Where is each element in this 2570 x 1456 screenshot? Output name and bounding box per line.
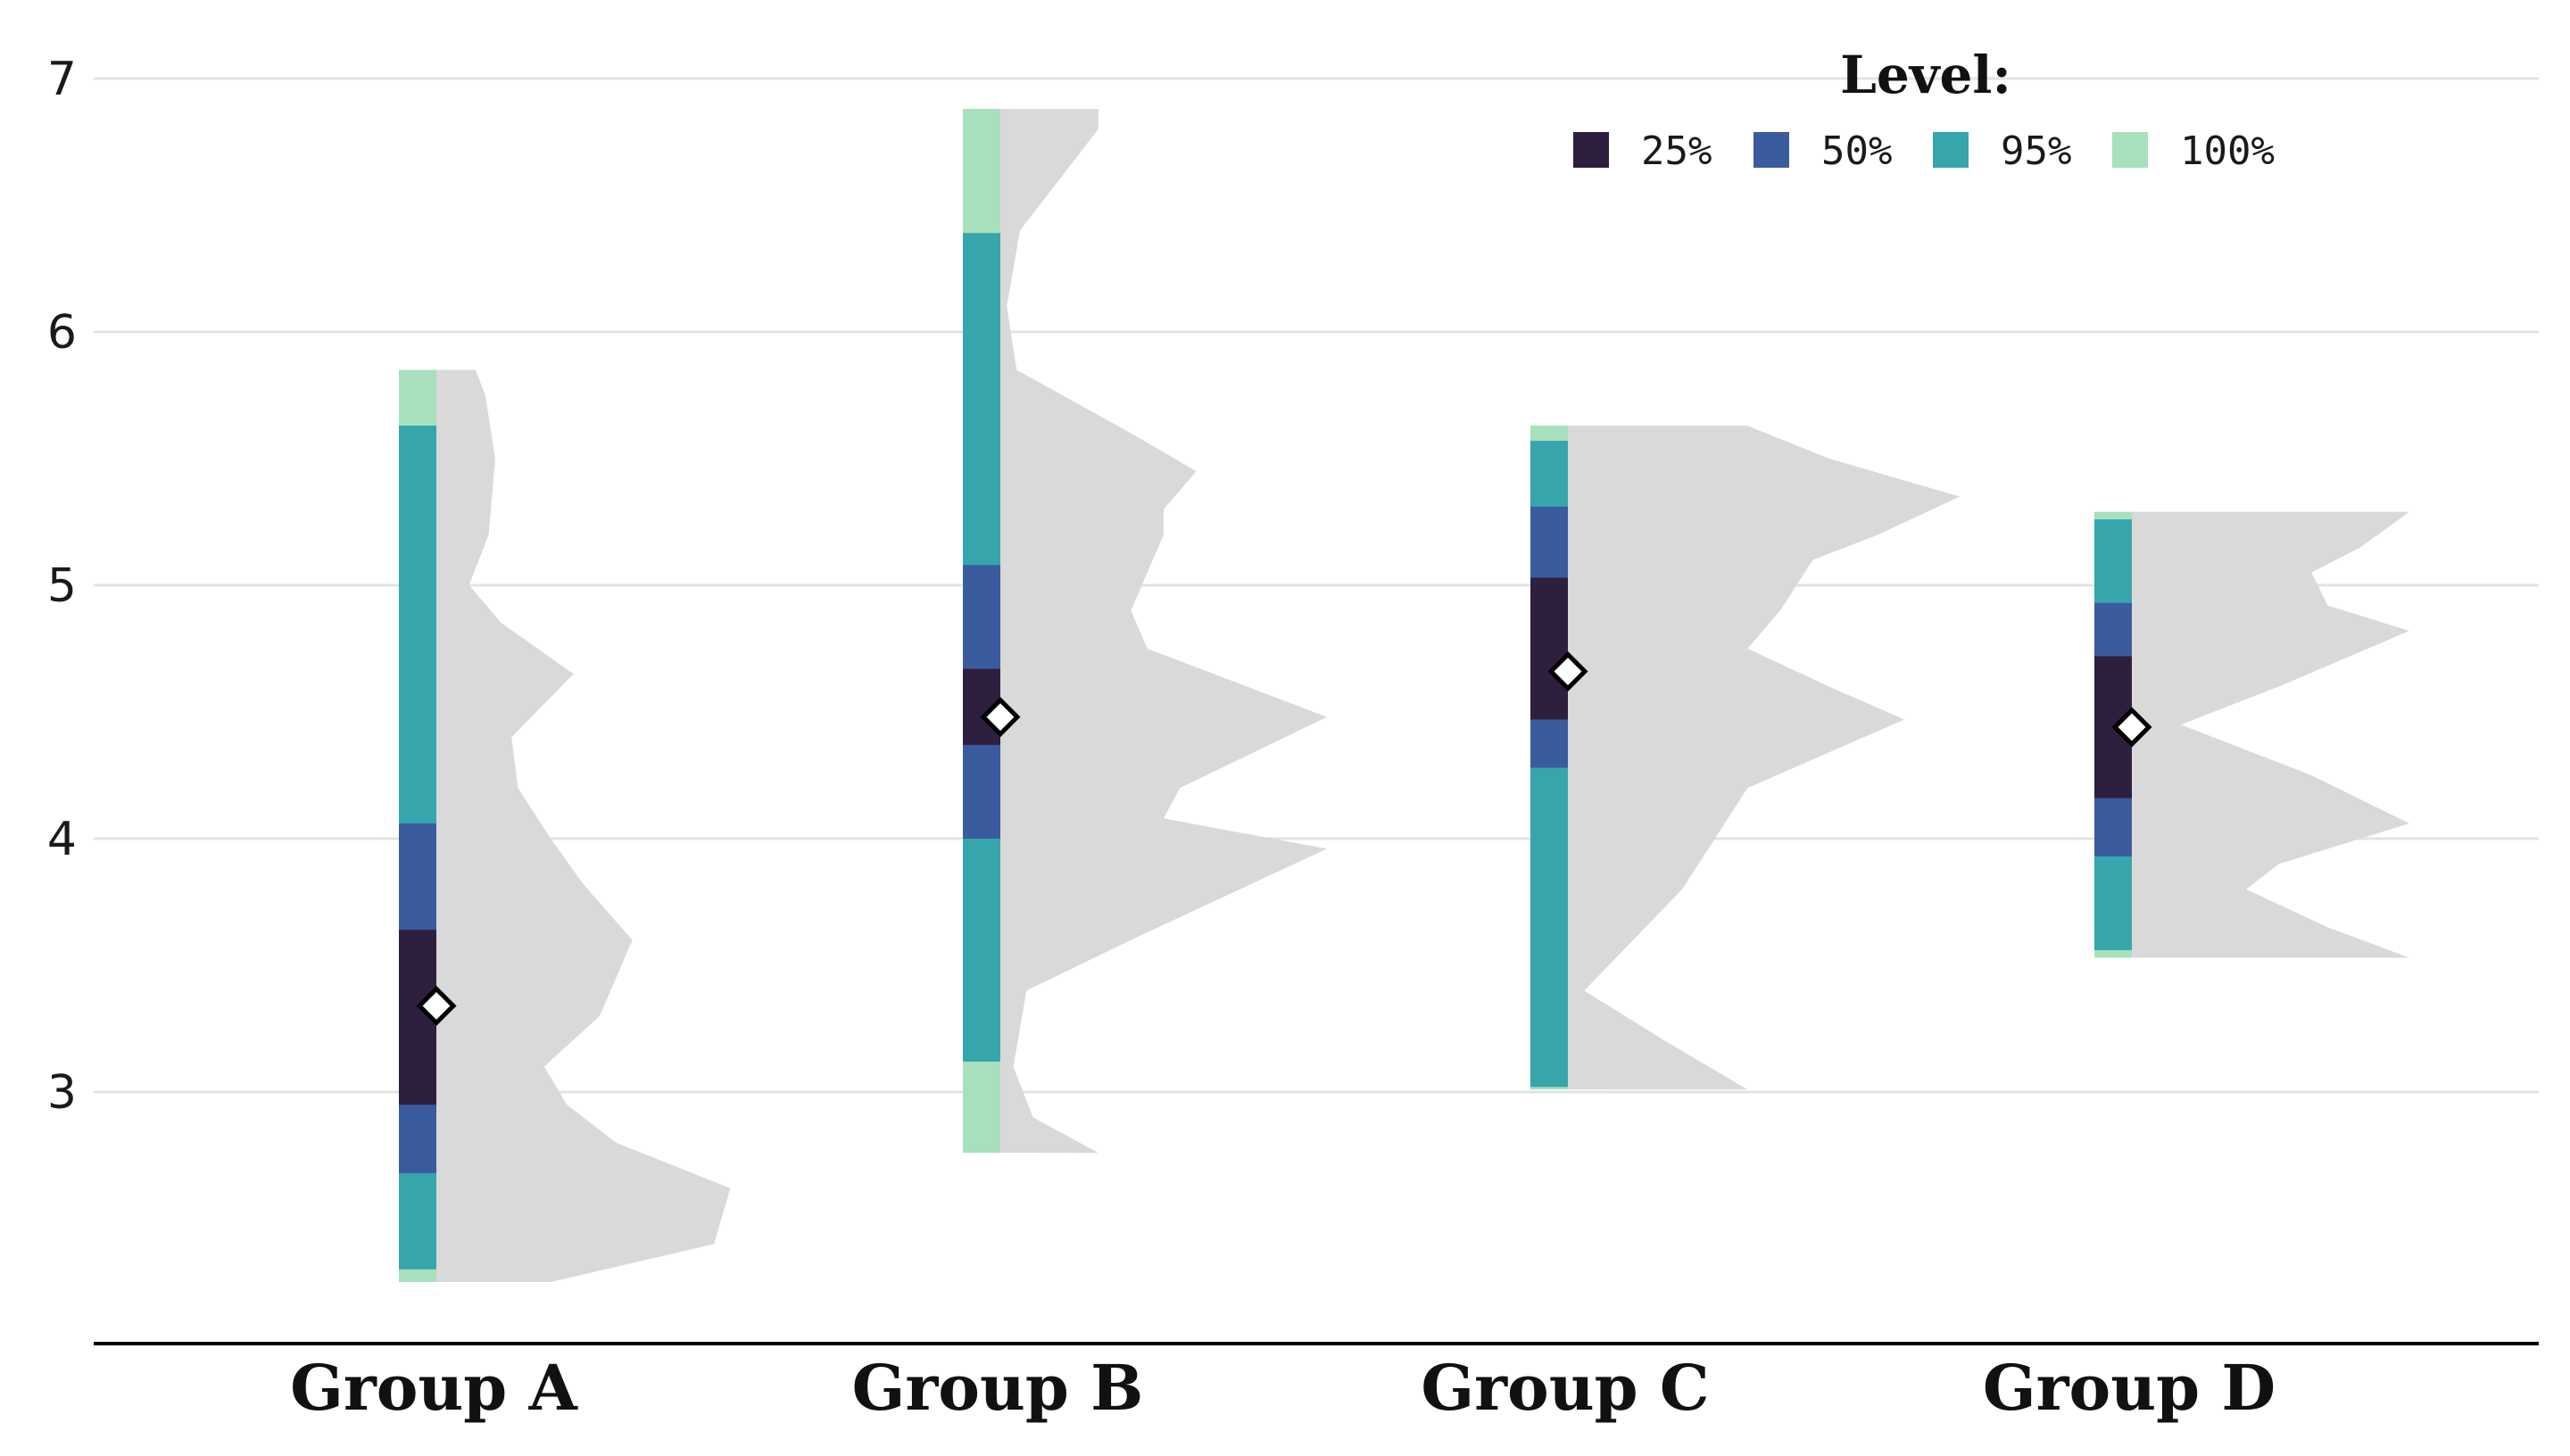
legend-label: 95% <box>2001 128 2071 174</box>
y-tick-label: 4 <box>47 813 77 866</box>
y-tick-label: 6 <box>47 306 77 360</box>
legend-label: 50% <box>1821 128 1892 174</box>
legend-swatch <box>2112 132 2148 168</box>
mean-marker <box>1547 651 1588 692</box>
x-tick-label: Group A <box>290 1351 579 1425</box>
x-axis-ticks: Group A Group B Group C Group D <box>290 1351 2276 1425</box>
density-shape <box>1568 426 1961 1090</box>
legend-swatch <box>1753 132 1789 168</box>
mean-marker <box>980 697 1021 738</box>
legend-swatch <box>1573 132 1609 168</box>
density-shape <box>436 369 731 1283</box>
interval-25pct <box>1530 577 1568 720</box>
mean-marker <box>416 985 457 1026</box>
group-group-b <box>963 109 1327 1154</box>
legend-label: 100% <box>2180 128 2275 174</box>
legend-swatch <box>1933 132 1969 168</box>
y-tick-label: 7 <box>47 53 77 106</box>
x-tick-label: Group D <box>1983 1351 2276 1425</box>
y-tick-label: 3 <box>47 1066 77 1120</box>
density-shape <box>1000 109 1327 1154</box>
y-tick-label: 5 <box>47 559 77 613</box>
legend-label: 25% <box>1641 128 1712 174</box>
group-group-a <box>399 369 731 1283</box>
legend-entries: 25% 50% 95% 100% <box>1573 128 2275 174</box>
mean-marker <box>2111 707 2152 748</box>
groups <box>399 109 2410 1283</box>
x-tick-label: Group B <box>852 1351 1144 1425</box>
density-shape <box>2132 511 2410 958</box>
legend: Level: 25% 50% 95% 100% <box>1573 45 2275 174</box>
y-axis-ticks: 3 4 5 6 7 <box>47 53 77 1120</box>
x-tick-label: Group C <box>1421 1351 1709 1425</box>
legend-title: Level: <box>1840 45 2011 105</box>
group-group-d <box>2094 511 2410 958</box>
group-group-c <box>1530 426 1961 1090</box>
